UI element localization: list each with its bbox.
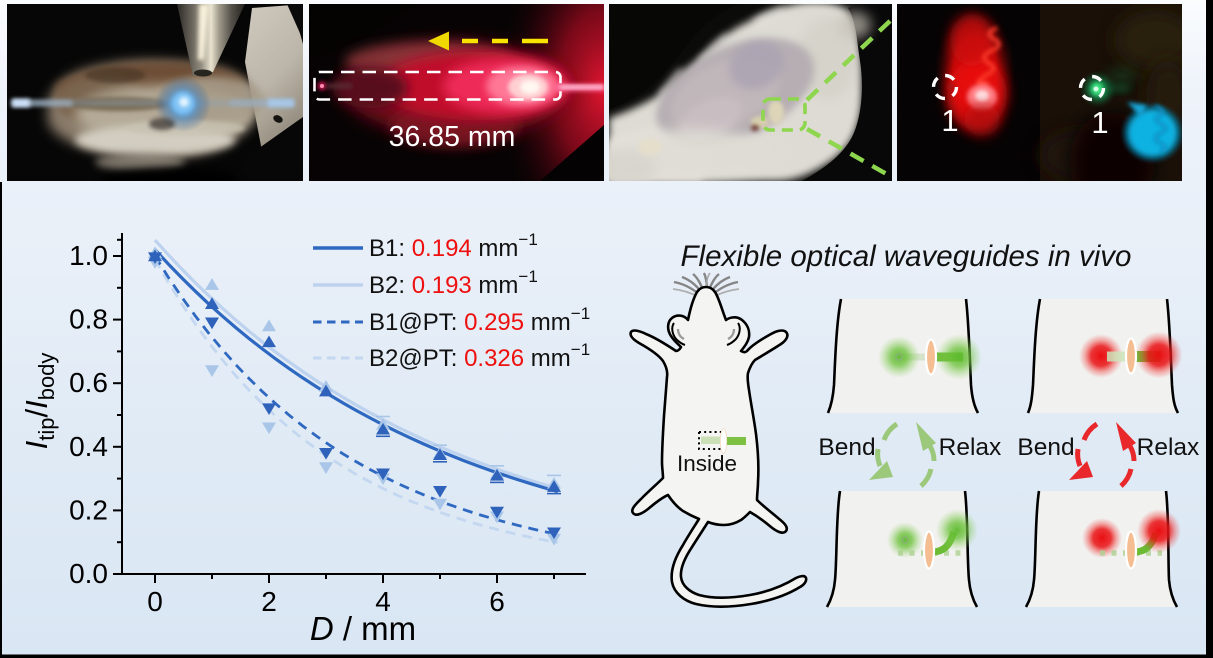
- svg-text:6: 6: [489, 586, 505, 617]
- svg-text:Inside: Inside: [677, 451, 737, 476]
- svg-text:0.8: 0.8: [69, 304, 108, 335]
- svg-text:1: 1: [941, 103, 958, 138]
- svg-text:2: 2: [261, 586, 277, 617]
- svg-text:B2: 0.193 mm−1: B2: 0.193 mm−1: [369, 267, 538, 299]
- svg-text:Bend: Bend: [818, 434, 875, 461]
- svg-text:Itip/Ibody: Itip/Ibody: [19, 353, 59, 450]
- svg-text:Relax: Relax: [939, 434, 1002, 461]
- svg-text:36.85 mm: 36.85 mm: [389, 121, 516, 153]
- svg-text:0.4: 0.4: [69, 431, 108, 462]
- svg-text:B1: 0.194 mm−1: B1: 0.194 mm−1: [369, 230, 538, 262]
- svg-text:0.6: 0.6: [69, 367, 108, 398]
- svg-text:1: 1: [1091, 105, 1108, 140]
- svg-text:D / mm: D / mm: [310, 610, 416, 647]
- svg-text:1.0: 1.0: [69, 240, 108, 271]
- svg-text:0: 0: [147, 586, 163, 617]
- svg-text:B2@PT: 0.326 mm−1: B2@PT: 0.326 mm−1: [369, 340, 590, 372]
- svg-text:0.0: 0.0: [69, 558, 108, 589]
- svg-text:Flexible optical waveguides in: Flexible optical waveguides in vivo: [681, 240, 1132, 273]
- svg-text:Relax: Relax: [1137, 434, 1200, 461]
- svg-text:Bend: Bend: [1017, 434, 1074, 461]
- svg-text:4: 4: [375, 586, 391, 617]
- svg-text:B1@PT: 0.295 mm−1: B1@PT: 0.295 mm−1: [369, 304, 590, 336]
- svg-text:0.2: 0.2: [69, 494, 108, 525]
